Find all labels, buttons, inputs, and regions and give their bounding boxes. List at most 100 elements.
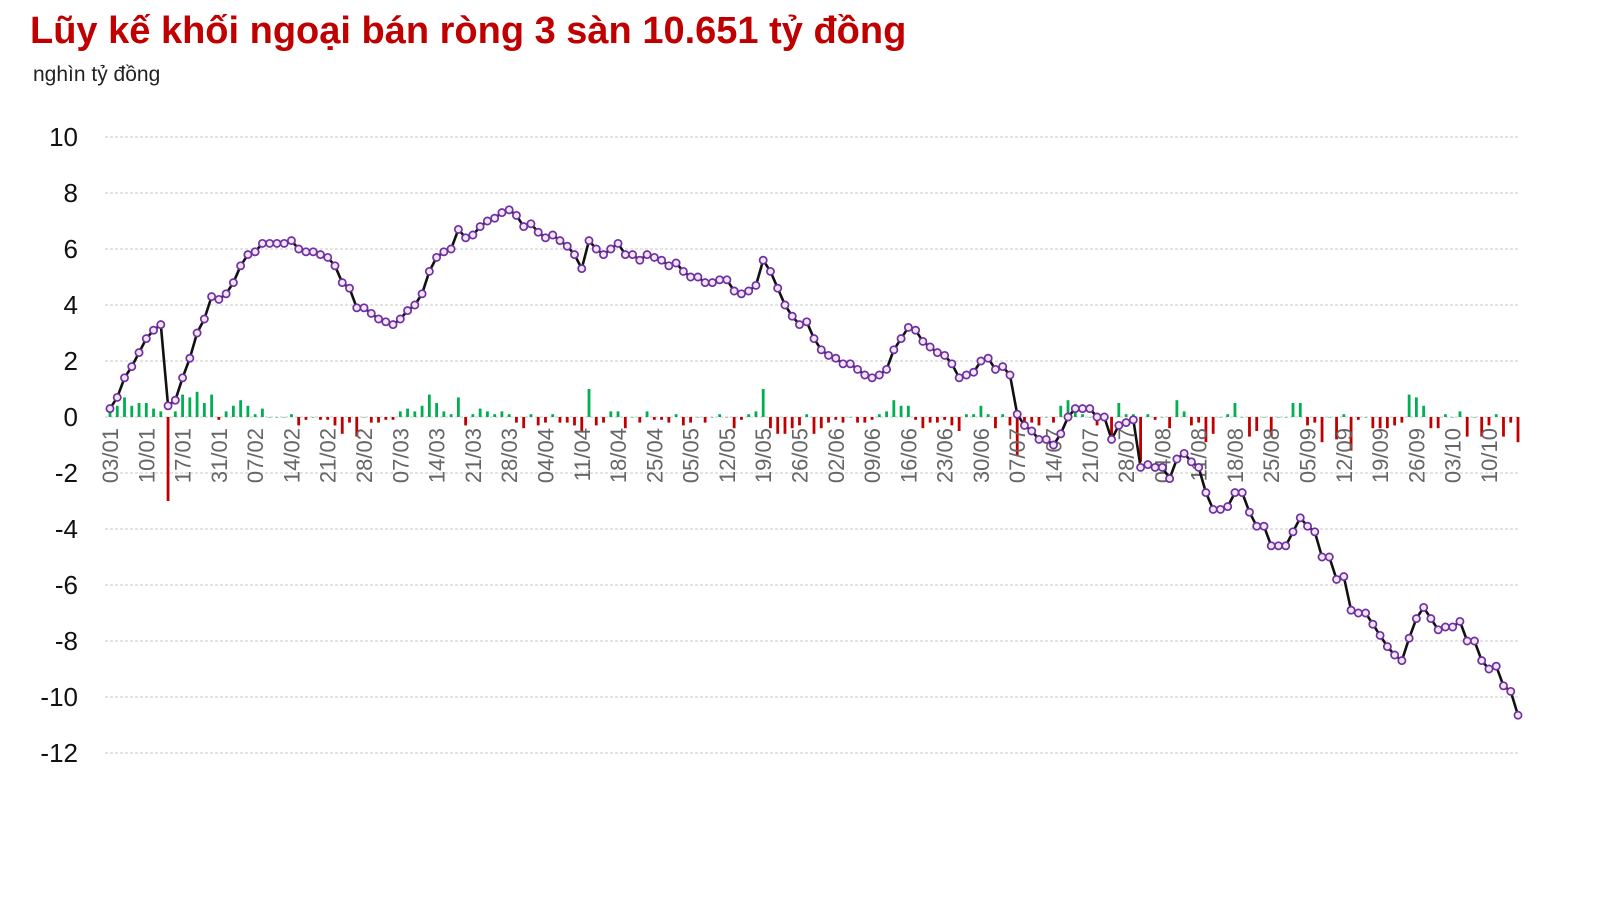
x-tick-label: 10/10 [1477,428,1502,483]
bar [645,411,649,417]
bar [703,417,707,423]
y-tick-label: 0 [64,402,78,432]
bar [1422,405,1426,417]
x-tick-label: 14/02 [279,428,304,483]
bar [660,417,663,420]
chart-title: Lũy kế khối ngoại bán ròng 3 sàn 10.651 … [30,10,907,52]
data-point [1252,521,1262,531]
data-point [316,250,325,260]
data-point [1303,521,1312,531]
bar [892,400,896,417]
bar [740,417,743,420]
data-point [1281,541,1291,551]
bar [406,408,409,417]
data-point [1128,415,1138,425]
data-point [192,328,202,338]
bar [1219,417,1222,418]
data-point [1114,420,1124,430]
bar [1335,417,1338,440]
bar [1182,411,1186,417]
data-point [410,300,420,310]
data-point [1310,527,1320,537]
bar [290,414,293,417]
data-point [1027,426,1037,436]
data-point [228,278,238,288]
bar [885,411,888,417]
data-point [918,336,928,346]
x-axis-ticks: 03/01 10/01 17/01 31/01 07/02 14/02 21/02 28/02… [98,428,1502,483]
data-point [700,278,710,288]
data-point [809,334,819,344]
data-point [1012,409,1022,419]
bar [877,414,881,417]
data-point [1477,656,1487,666]
data-point [1448,622,1458,632]
bar [1160,417,1164,418]
bar [623,417,627,429]
bar [1458,411,1462,417]
data-point [1107,434,1117,444]
bar [261,408,264,417]
bar [921,417,925,429]
bar [914,417,918,420]
data-point [1136,462,1146,472]
bar [1313,417,1317,423]
bar [1110,417,1113,440]
bar [1211,417,1215,434]
y-tick-label: -10 [40,682,78,712]
bar [979,405,983,417]
data-point [243,250,253,260]
data-point [990,364,1000,374]
data-point [1020,420,1029,430]
y-tick-label: -4 [55,514,78,544]
y-tick-label: 8 [64,178,78,208]
data-point [1208,504,1218,514]
bar [689,417,693,423]
data-point [1215,504,1225,514]
bar [173,411,177,417]
data-point [715,275,725,285]
bar [652,417,656,420]
data-point [337,278,347,288]
x-tick-label: 09/06 [860,428,885,483]
data-point [1339,572,1349,582]
data-point [649,252,659,262]
data-point [359,303,369,313]
data-point [1368,619,1378,629]
data-point [475,222,485,232]
x-tick-label: 26/05 [787,428,812,483]
data-point [1245,507,1254,517]
data-point [388,320,398,330]
bar [667,417,671,423]
data-point [1201,488,1211,498]
bar [696,417,700,418]
bar [1044,417,1048,418]
data-point [925,342,935,352]
data-point [903,322,913,332]
bar [805,414,809,417]
bar [333,417,337,426]
bar [144,403,148,417]
bar [435,403,438,417]
bar [638,417,642,423]
data-point [1063,412,1073,422]
data-point [134,348,144,358]
bar [1015,417,1019,457]
data-point [853,364,862,374]
x-tick-label: 28/03 [497,428,522,483]
bar [950,417,954,426]
y-tick-label: 4 [64,290,78,320]
bar [1262,417,1266,418]
bar [1124,414,1128,417]
y-axis-ticks: 10 8 6 4 2 0 -2 -4 -6 -8 -10 -12 [40,122,78,768]
data-point [664,261,674,271]
data-point [366,308,376,318]
bar [834,417,838,420]
bar [848,417,852,418]
data-point [1005,370,1015,380]
data-point [577,264,587,274]
data-point [490,213,500,223]
bar [1364,417,1367,418]
bar [790,417,794,429]
